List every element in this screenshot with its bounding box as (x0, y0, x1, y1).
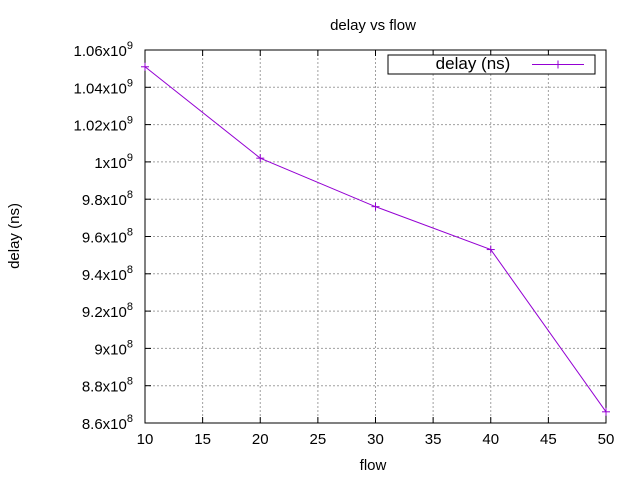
y-axis-label: delay (ns) (6, 203, 23, 269)
x-tick-label: 45 (540, 431, 557, 448)
data-point (486, 245, 495, 254)
x-tick-label: 15 (194, 431, 211, 448)
y-tick-label: 1.02x109 (73, 115, 133, 135)
chart-title: delay vs flow (330, 17, 416, 34)
legend-entry-label: delay (ns) (436, 54, 511, 73)
legend-box (387, 54, 596, 75)
x-tick-label: 30 (367, 431, 384, 448)
data-point (141, 62, 149, 71)
y-tick-label: 9.8x108 (82, 189, 133, 209)
y-tick-label: 9x108 (94, 338, 133, 358)
axis-ticks: 10 15 20 25 30 35 40 45 50 8.6x108 8.8x108 9x108 9.2… (73, 40, 614, 448)
grid-lines (145, 50, 606, 423)
x-tick-label: 25 (310, 431, 327, 448)
plot-frame (144, 49, 607, 424)
legend: delay (ns) (387, 54, 596, 75)
y-tick-label: 8.8x108 (82, 376, 133, 396)
x-axis-label: flow (360, 457, 387, 474)
x-tick-label: 35 (425, 431, 442, 448)
x-tick-label: 50 (598, 431, 615, 448)
y-tick-label: 9.6x108 (82, 227, 133, 247)
series-layer (141, 62, 610, 416)
y-tick-label: 9.2x108 (82, 301, 133, 321)
x-tick-label: 40 (482, 431, 499, 448)
y-tick-label: 9.4x108 (82, 264, 133, 284)
y-tick-label: 1x109 (94, 152, 133, 172)
data-point (371, 202, 380, 211)
y-tick-label: 8.6x108 (82, 413, 133, 433)
data-point (256, 154, 265, 163)
x-tick-label: 20 (252, 431, 269, 448)
y-tick-label: 1.06x109 (73, 40, 133, 60)
legend-marker-sample (554, 60, 562, 69)
x-tick-label: 10 (137, 431, 154, 448)
data-point (602, 407, 610, 416)
y-tick-label: 1.04x109 (73, 77, 133, 97)
